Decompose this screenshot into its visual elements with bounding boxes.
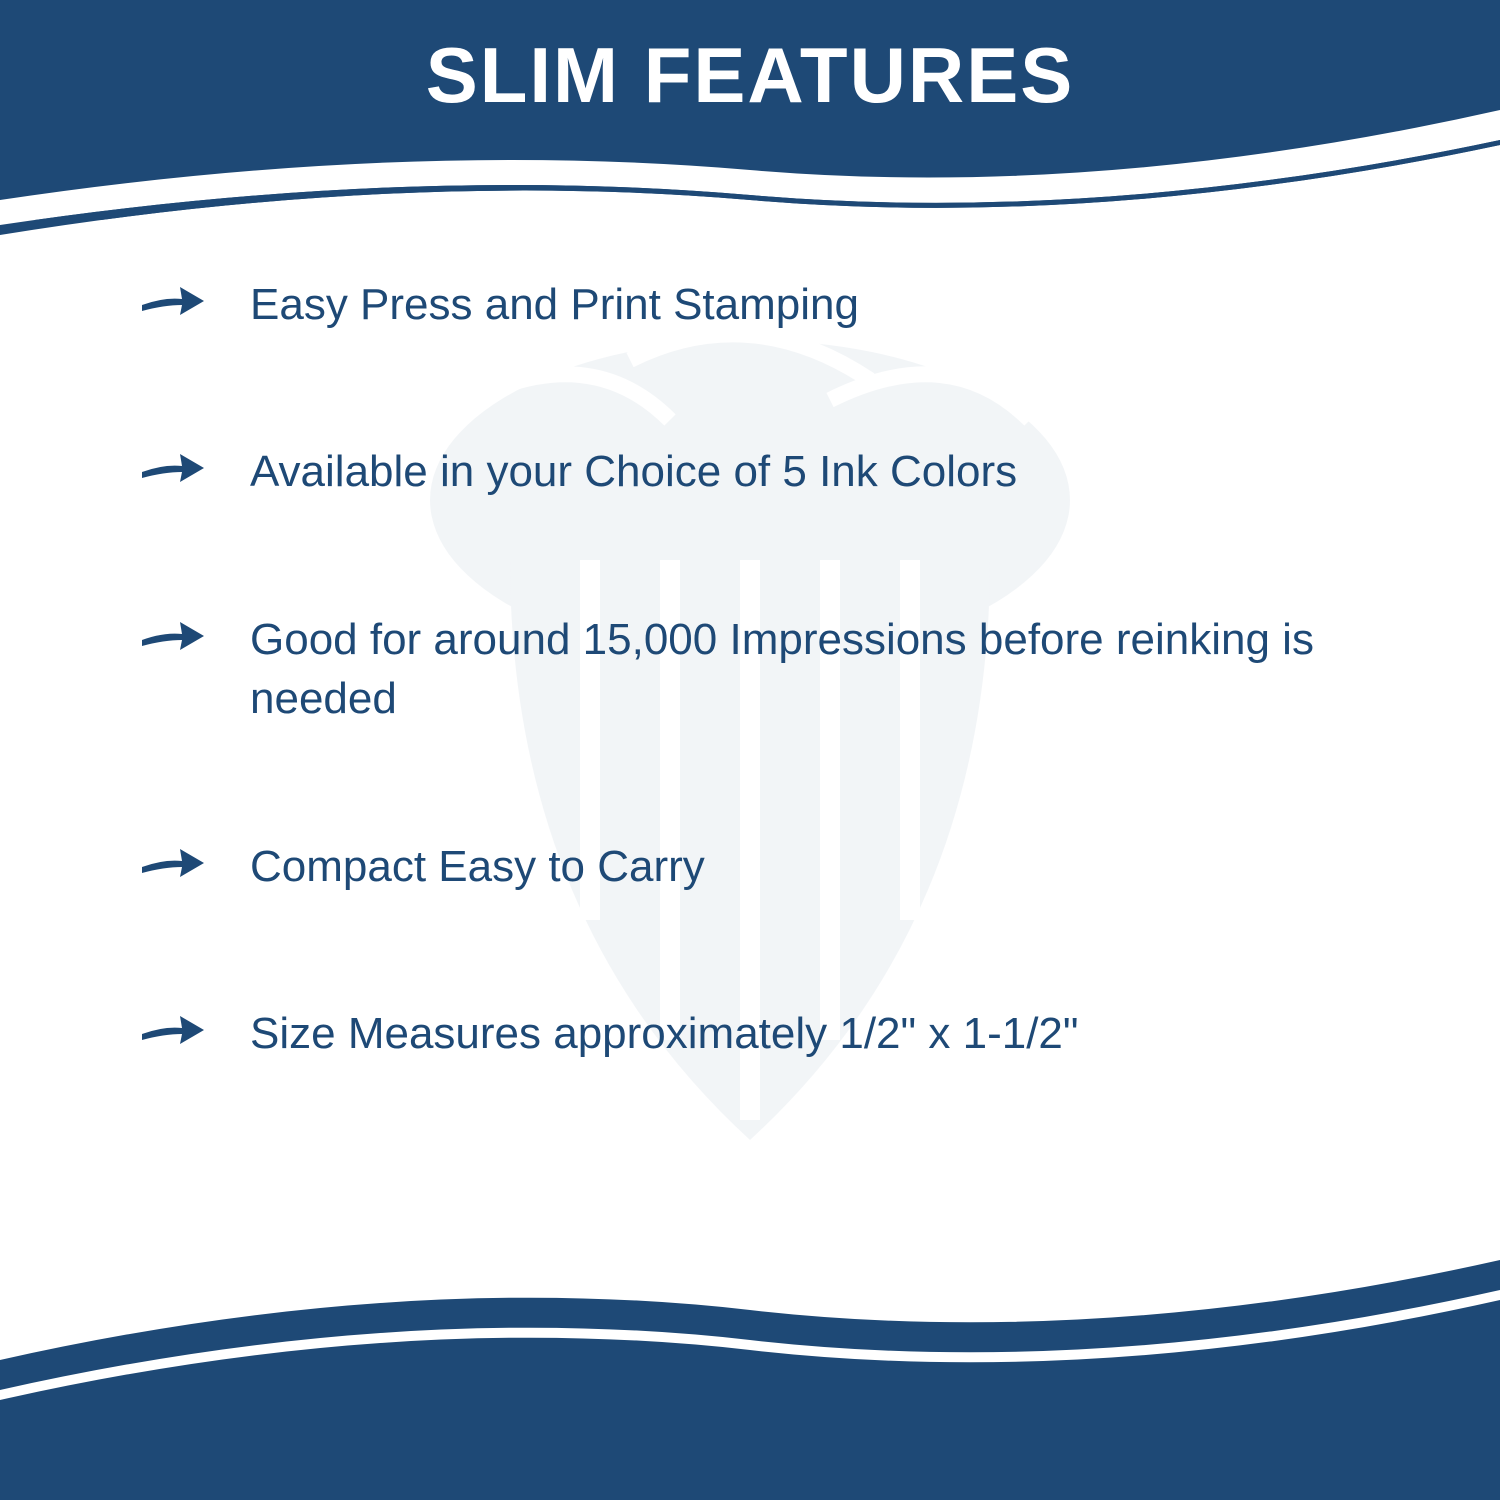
feature-item: Size Measures approximately 1/2" x 1-1/2…	[140, 1004, 1340, 1063]
feature-text: Good for around 15,000 Impressions befor…	[250, 610, 1340, 729]
top-swoosh-decoration	[0, 110, 1500, 290]
feature-text: Easy Press and Print Stamping	[250, 275, 859, 334]
feature-item: Compact Easy to Carry	[140, 837, 1340, 896]
infographic-container: SLIM FEATURES Easy Press and Print Stamp…	[0, 0, 1500, 1500]
feature-item: Easy Press and Print Stamping	[140, 275, 1340, 334]
bottom-swoosh-decoration	[0, 1220, 1500, 1500]
feature-text: Available in your Choice of 5 Ink Colors	[250, 442, 1017, 501]
page-title: SLIM FEATURES	[0, 30, 1500, 121]
feature-item: Available in your Choice of 5 Ink Colors	[140, 442, 1340, 501]
feature-text: Size Measures approximately 1/2" x 1-1/2…	[250, 1004, 1079, 1063]
arrow-icon	[140, 1008, 206, 1050]
feature-text: Compact Easy to Carry	[250, 837, 705, 896]
arrow-icon	[140, 841, 206, 883]
feature-list: Easy Press and Print Stamping Available …	[140, 275, 1340, 1171]
arrow-icon	[140, 279, 206, 321]
arrow-icon	[140, 446, 206, 488]
feature-item: Good for around 15,000 Impressions befor…	[140, 610, 1340, 729]
arrow-icon	[140, 614, 206, 656]
